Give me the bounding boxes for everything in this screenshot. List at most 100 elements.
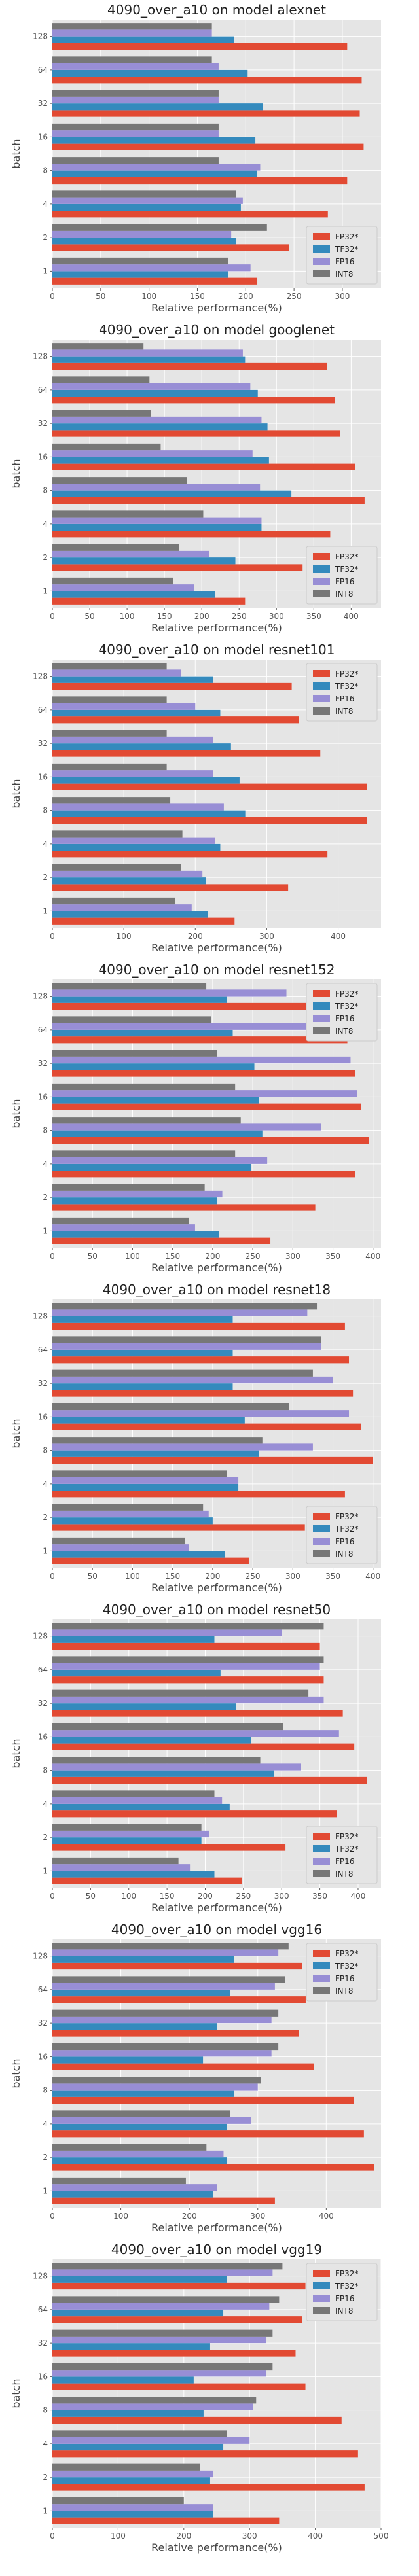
bar-fp32-batch-1	[52, 597, 246, 605]
bar-tf32-batch-128	[52, 1956, 234, 1963]
bar-fp32-batch-8	[52, 2096, 354, 2104]
bar-tf32-batch-64	[52, 1349, 233, 1357]
legend-swatch	[313, 1950, 330, 1957]
bar-fp16-batch-8	[52, 2083, 258, 2091]
legend-swatch	[313, 245, 330, 253]
legend-label: INT8	[335, 707, 353, 716]
y-tick-label: 16	[38, 1732, 48, 1741]
bar-tf32-batch-16	[52, 137, 256, 144]
bar-fp16-batch-1	[52, 904, 192, 911]
bar-tf32-batch-32	[52, 1703, 236, 1710]
legend: FP32* TF32* FP16 INT8	[306, 226, 378, 285]
bar-int8-batch-2	[52, 864, 181, 871]
bar-tf32-batch-128	[52, 1636, 215, 1643]
bar-fp16-batch-4	[52, 517, 262, 524]
x-tick-label: 100	[121, 1892, 136, 1901]
bar-tf32-batch-8	[52, 1770, 274, 1777]
bar-int8-batch-32	[52, 730, 167, 737]
x-tick-label: 150	[160, 1892, 175, 1901]
legend-label: TF32*	[335, 1962, 359, 1971]
chart-panel-6: 4090_over_a10 on model vgg16 0 100 200 300 40…	[10, 1922, 381, 2234]
bar-tf32-batch-64	[52, 709, 221, 717]
bar-tf32-batch-4	[52, 843, 221, 851]
legend-label: TF32*	[335, 1525, 359, 1534]
x-tick-label: 400	[365, 1572, 380, 1581]
x-tick-label: 400	[365, 1252, 380, 1261]
y-tick-label: 32	[38, 99, 48, 108]
legend-label: INT8	[335, 1027, 353, 1036]
legend-label: FP16	[335, 257, 354, 266]
bar-fp32-batch-8	[52, 497, 365, 504]
bar-fp32-batch-4	[52, 1810, 337, 1818]
bar-fp32-batch-32	[52, 750, 321, 757]
bar-int8-batch-128	[52, 343, 144, 350]
bar-fp32-batch-1	[52, 277, 258, 285]
x-tick-label: 300	[259, 932, 274, 941]
chart-panel-1: 4090_over_a10 on model googlenet 0 50 100 15…	[10, 322, 381, 634]
chart-title: 4090_over_a10 on model vgg16	[111, 1922, 322, 1937]
bar-int8-batch-4	[52, 2110, 230, 2117]
legend-label: FP32*	[335, 989, 358, 998]
bar-fp16-batch-2	[52, 1190, 223, 1198]
legend-swatch	[313, 1015, 330, 1022]
bar-tf32-batch-2	[52, 238, 236, 245]
bar-int8-batch-4	[52, 510, 204, 518]
bar-fp32-batch-16	[52, 1423, 361, 1430]
bar-int8-batch-128	[52, 1623, 324, 1630]
chart-panel-4: 4090_over_a10 on model resnet18 0 50 100 150…	[10, 1282, 381, 1594]
legend-label: TF32*	[335, 682, 359, 691]
bar-int8-batch-128	[52, 23, 212, 30]
y-tick-label: 64	[38, 1025, 48, 1034]
bar-tf32-batch-128	[52, 36, 234, 43]
bar-fp16-batch-2	[52, 550, 210, 558]
y-tick-label: 128	[33, 1312, 48, 1321]
y-tick-label: 8	[43, 486, 48, 495]
x-axis-label: Relative performance(%)	[151, 1262, 282, 1274]
bar-int8-batch-64	[52, 696, 167, 703]
bar-tf32-batch-64	[52, 1029, 233, 1037]
y-tick-label: 2	[43, 1513, 48, 1522]
bar-fp16-batch-1	[52, 1544, 189, 1551]
legend-label: FP32*	[335, 1832, 358, 1841]
bar-fp32-batch-2	[52, 1844, 286, 1851]
bar-fp16-batch-4	[52, 1157, 268, 1164]
y-tick-label: 4	[43, 2119, 48, 2128]
legend-label: FP16	[335, 1974, 354, 1983]
x-tick-label: 300	[269, 612, 284, 621]
legend-swatch	[313, 682, 330, 690]
x-tick-label: 150	[165, 1252, 180, 1261]
y-axis-label: batch	[10, 1099, 22, 1128]
legend: FP32* TF32* FP16 INT8	[306, 1826, 378, 1884]
bar-fp32-batch-8	[52, 1456, 373, 1464]
bar-int8-batch-8	[52, 2397, 257, 2404]
legend-box	[306, 1826, 378, 1884]
bar-int8-batch-32	[52, 2329, 273, 2337]
bar-fp32-batch-4	[52, 2130, 364, 2138]
bar-tf32-batch-64	[52, 389, 258, 397]
legend-box	[306, 226, 378, 285]
legend-swatch	[313, 590, 330, 597]
bar-fp32-batch-64	[52, 716, 299, 724]
x-axis-label: Relative performance(%)	[151, 2541, 282, 2554]
bar-fp32-batch-16	[52, 143, 364, 150]
y-tick-label: 2	[43, 1193, 48, 1202]
legend-swatch	[313, 258, 330, 265]
bar-int8-batch-4	[52, 2430, 227, 2437]
bar-fp16-batch-4	[52, 1797, 223, 1804]
legend: FP32* TF32* FP16 INT8	[306, 1506, 378, 1564]
bar-tf32-batch-128	[52, 676, 213, 683]
x-tick-label: 250	[246, 1252, 261, 1261]
bar-int8-batch-64	[52, 56, 212, 63]
bar-fp16-batch-128	[52, 1949, 279, 1956]
x-tick-label: 100	[117, 932, 132, 941]
bar-fp32-batch-16	[52, 2063, 314, 2070]
x-tick-label: 250	[287, 292, 302, 301]
bar-fp32-batch-128	[52, 2282, 306, 2290]
bar-fp32-batch-128	[52, 1962, 302, 1970]
bar-fp32-batch-16	[52, 2383, 306, 2390]
bar-tf32-batch-32	[52, 2023, 217, 2030]
bar-fp32-batch-8	[52, 1137, 369, 1144]
y-tick-label: 8	[43, 2406, 48, 2415]
y-tick-label: 64	[38, 1665, 48, 1674]
bar-fp16-batch-2	[52, 2470, 213, 2478]
